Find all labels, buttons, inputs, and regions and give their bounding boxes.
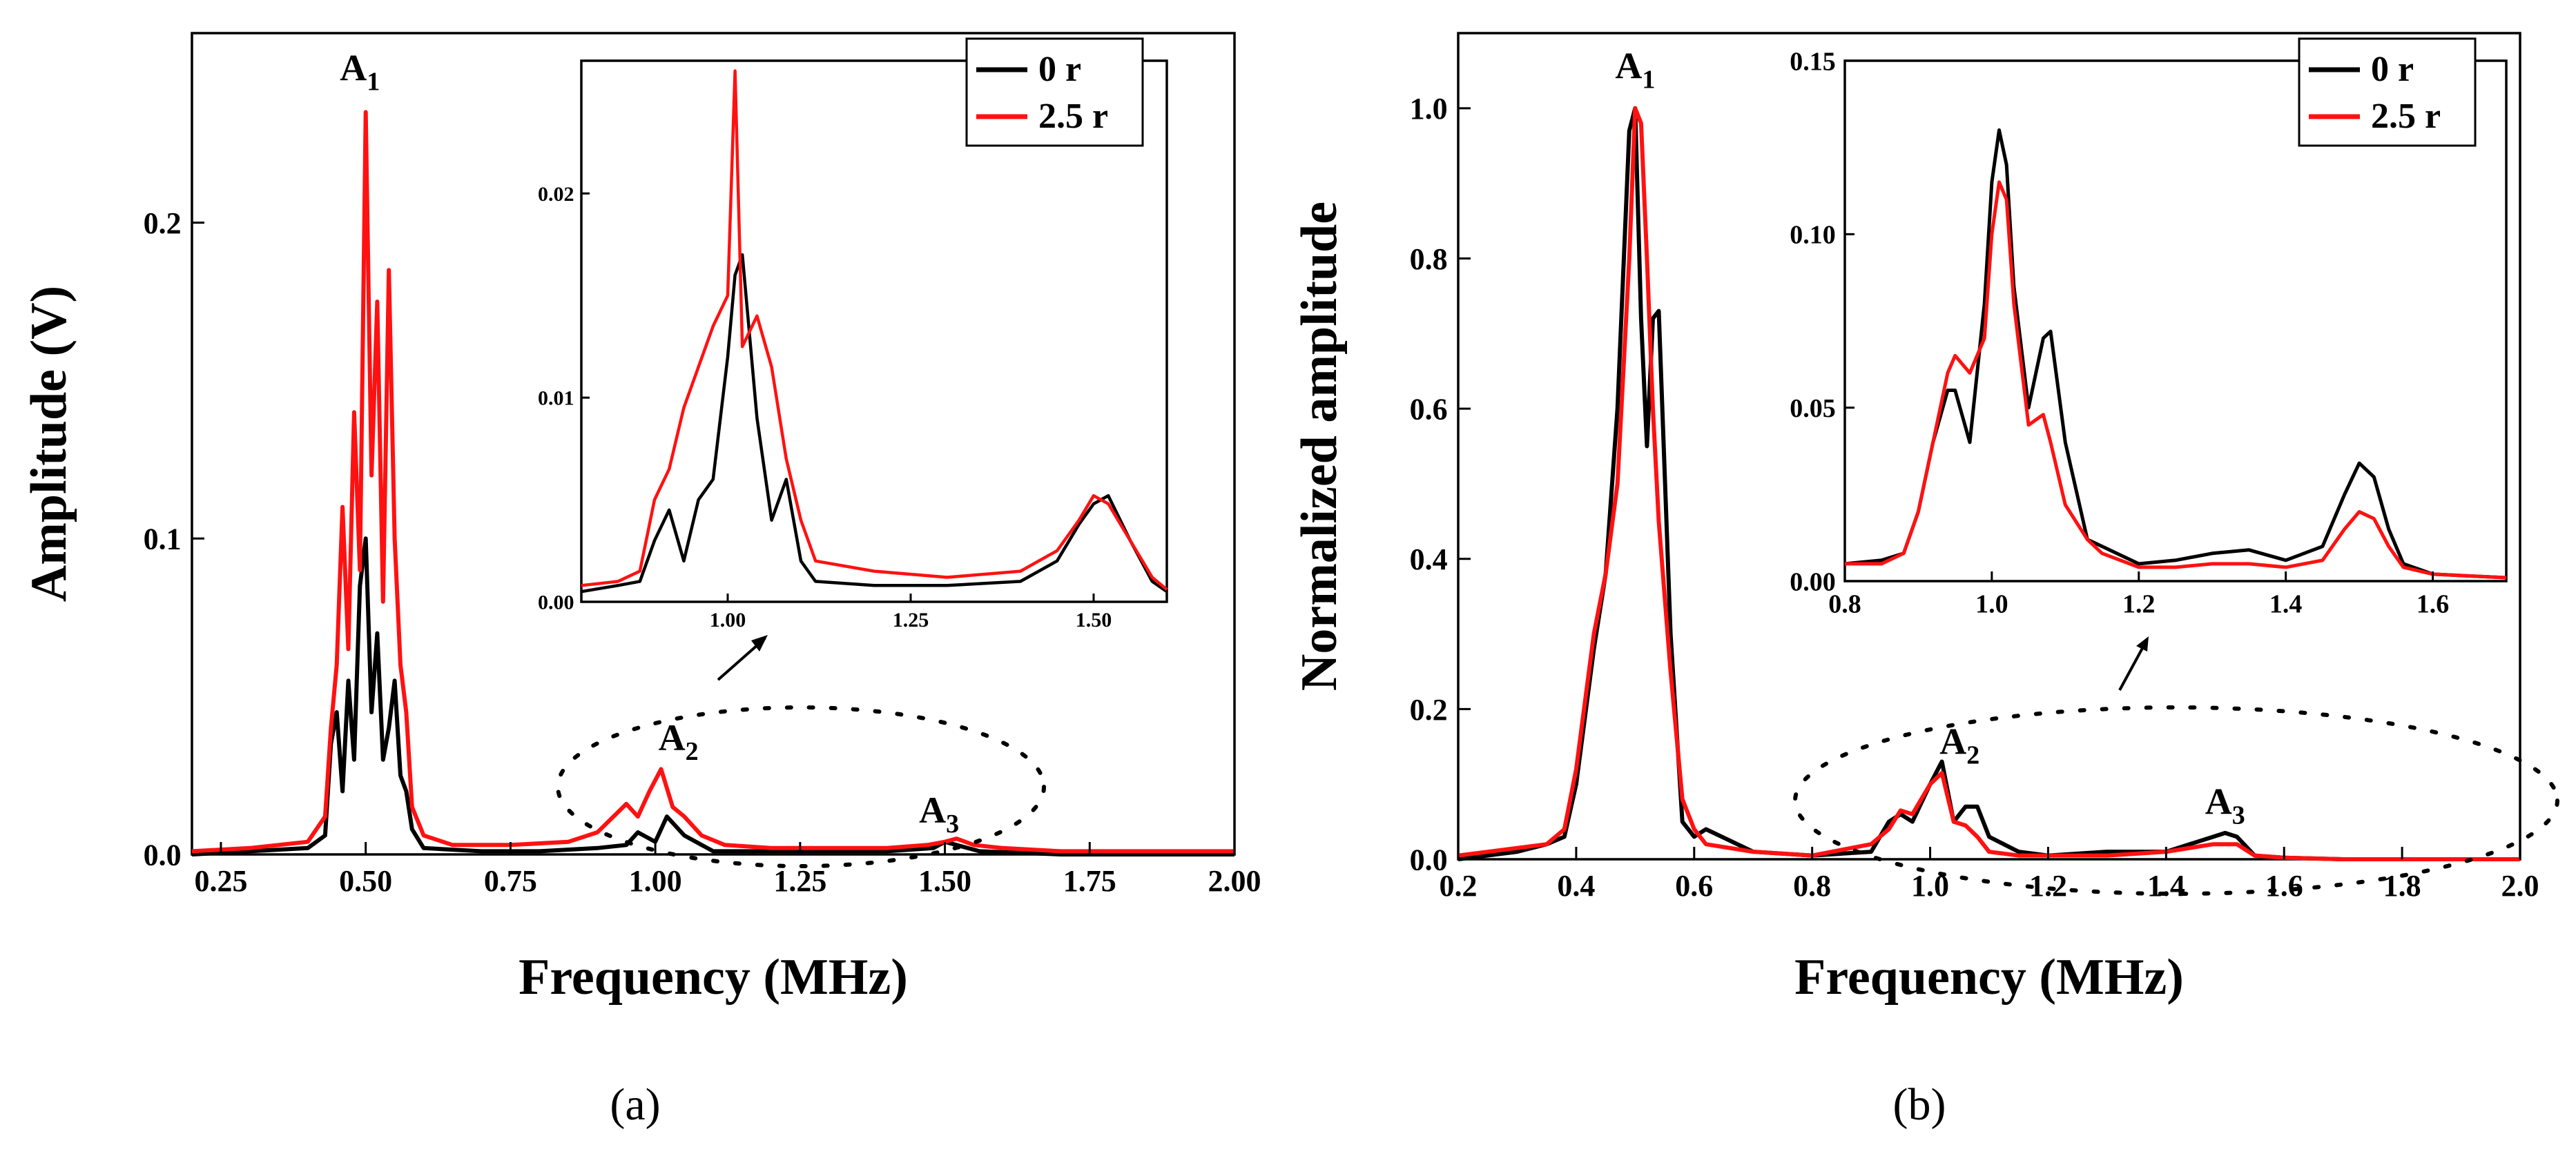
b-main-xtick-label: 1.6 <box>2265 869 2303 903</box>
b-main-series-0r-line <box>1458 106 2520 861</box>
a-main-xtick-label: 2.00 <box>1208 864 1261 898</box>
b-main-ytick-label: 0.4 <box>1410 542 1448 576</box>
a-inset-frame <box>580 59 1168 603</box>
a-main-ytick-label: 0.0 <box>144 838 182 872</box>
a-main-xtick-label: 1.75 <box>1063 864 1116 898</box>
a-inset-xtick-label: 1.00 <box>710 609 746 632</box>
a-inset-xtick-label: 1.25 <box>893 609 929 632</box>
a-legend-box <box>965 37 1144 147</box>
peak-label-subscript: 2 <box>686 737 699 766</box>
a-inset-xtick-label: 1.50 <box>1076 609 1112 632</box>
b-legend: 0 r 2.5 r <box>2298 37 2477 147</box>
peak-label-subscript: 1 <box>1642 65 1655 94</box>
peak-label-subscript: 2 <box>1966 741 1979 770</box>
b-main-xlabel: Frequency (MHz) <box>1794 949 2184 1006</box>
b-main-ytick-label: 0.8 <box>1410 242 1448 276</box>
b-inset-xtick-label: 0.8 <box>1828 590 1861 619</box>
b-legend-label-2-5r: 2.5 r <box>2371 97 2441 136</box>
a-main-peak-label-a2: A2 <box>659 717 699 766</box>
a-inset-group: 1.00 1.25 1.50 0.00 0.01 0.02 <box>538 59 1168 632</box>
a-inset-ytick-label: 0.00 <box>538 591 574 614</box>
a-zoom-region-ellipse <box>556 705 1046 868</box>
a-main-ytick-label: 0.2 <box>144 206 182 240</box>
a-main-series-2-5r-line <box>191 110 1234 854</box>
a-main-xtick-label: 0.25 <box>194 864 247 898</box>
b-inset-series-2-5r-line <box>1845 180 2507 580</box>
a-legend: 0 r 2.5 r <box>965 37 1144 147</box>
a-main-ylabel: Amplitude (V) <box>21 286 77 602</box>
caption-b: (b) <box>1893 1079 1946 1130</box>
peak-label-subscript: 3 <box>2232 801 2245 830</box>
peak-label-base: A <box>919 790 946 831</box>
b-main-ytick-label: 1.0 <box>1410 92 1448 126</box>
charts-root: 0.25 0.50 0.75 1.00 1.25 1.50 1.75 2.00 0.0 0.1 0.… <box>21 32 2559 1006</box>
a-main-xtick-label: 0.75 <box>484 864 537 898</box>
b-main-xtick-label: 0.8 <box>1793 869 1831 903</box>
a-main-xlabel: Frequency (MHz) <box>519 949 908 1006</box>
b-main-peak-label-a1: A1 <box>1615 45 1655 94</box>
a-main-peak-label-a3: A3 <box>919 790 959 839</box>
peak-label-subscript: 1 <box>367 68 380 97</box>
a-main-xtick-label: 1.00 <box>629 864 682 898</box>
b-main-ytick-label: 0.0 <box>1410 843 1448 877</box>
b-inset-frame <box>1843 59 2508 582</box>
a-main-series-0r-line <box>191 536 1234 856</box>
a-legend-label-0r: 0 r <box>1038 50 1081 89</box>
a-inset-series-2-5r-line <box>581 69 1168 591</box>
peak-label-base: A <box>1615 45 1642 86</box>
b-main-ylabel: Normalized amplitude <box>1291 202 1348 691</box>
b-main-xtick-label: 2.0 <box>2501 869 2539 903</box>
a-zoom-arrow-head <box>751 635 768 652</box>
b-main-peak-label-a3: A3 <box>2205 781 2245 830</box>
a-inset-ytick-label: 0.01 <box>538 387 574 410</box>
b-inset-xtick-label: 1.4 <box>2269 590 2303 619</box>
b-main-xtick-label: 0.4 <box>1557 869 1595 903</box>
a-inset-ytick-label: 0.02 <box>538 183 574 206</box>
a-main-xtick-label: 1.50 <box>918 864 971 898</box>
b-legend-box <box>2298 37 2477 147</box>
b-main-xtick-label: 1.4 <box>2147 869 2185 903</box>
b-zoom-arrow-head <box>2136 636 2149 652</box>
b-inset-xtick-label: 1.6 <box>2417 590 2450 619</box>
b-legend-label-0r: 0 r <box>2371 50 2414 89</box>
b-inset-ytick-label: 0.10 <box>1790 221 1836 250</box>
b-main-series-2-5r-line <box>1458 106 2520 861</box>
b-zoom-arrow-line <box>2118 641 2147 691</box>
peak-label-base: A <box>1939 721 1966 763</box>
b-main-xtick-label: 0.6 <box>1675 869 1713 903</box>
a-inset-series-0r-line <box>581 253 1168 594</box>
b-main-ytick-label: 0.6 <box>1410 392 1448 426</box>
a-main-peak-label-a1: A1 <box>340 48 380 97</box>
a-main-xtick-label: 0.50 <box>339 864 392 898</box>
peak-label-subscript: 3 <box>946 810 959 839</box>
b-inset-series-0r-line <box>1844 128 2507 580</box>
b-main-peak-label-a2: A2 <box>1939 721 1979 770</box>
b-inset-xtick-label: 1.2 <box>2122 590 2156 619</box>
b-zoom-region-ellipse <box>1793 705 2559 896</box>
peak-label-base: A <box>659 717 686 758</box>
a-main-ytick-label: 0.1 <box>144 522 182 556</box>
b-main-xtick-label: 0.2 <box>1440 869 1478 903</box>
caption-a: (a) <box>610 1079 660 1130</box>
b-inset-ytick-label: 0.15 <box>1790 47 1836 76</box>
b-inset-ytick-label: 0.00 <box>1790 567 1836 596</box>
b-main-xtick-label: 1.2 <box>2029 869 2067 903</box>
a-main-xtick-label: 1.25 <box>773 864 826 898</box>
peak-label-base: A <box>2205 781 2232 823</box>
peak-label-base: A <box>340 48 367 89</box>
b-inset-group: 0.8 1.0 1.2 1.4 1.6 0.00 0.05 0.10 0.15 <box>1790 47 2508 619</box>
b-inset-xtick-label: 1.0 <box>1975 590 2008 619</box>
b-inset-ytick-label: 0.05 <box>1790 394 1836 423</box>
b-main-ytick-label: 0.2 <box>1410 693 1448 727</box>
a-legend-label-2-5r: 2.5 r <box>1038 97 1108 136</box>
